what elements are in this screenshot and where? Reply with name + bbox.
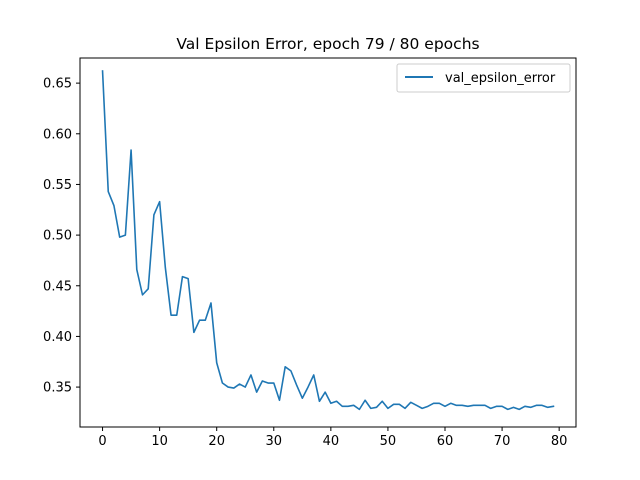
x-tick-label: 50: [380, 434, 397, 449]
chart-title: Val Epsilon Error, epoch 79 / 80 epochs: [176, 35, 479, 53]
x-tick-label: 20: [208, 434, 225, 449]
legend-label: val_epsilon_error: [445, 71, 556, 86]
x-tick-label: 10: [151, 434, 168, 449]
y-tick-label: 0.45: [43, 279, 72, 294]
legend: val_epsilon_error: [396, 63, 571, 93]
y-tick-label: 0.60: [43, 127, 72, 142]
y-tick-label: 0.65: [43, 77, 72, 92]
y-tick-label: 0.40: [43, 330, 72, 345]
series-layer: [101, 70, 555, 411]
y-tick-label: 0.35: [43, 381, 72, 396]
legend-box: [396, 63, 571, 93]
x-tick-label: 70: [494, 434, 511, 449]
y-tick-label: 0.50: [43, 229, 72, 244]
y-tick-label: 0.55: [43, 178, 72, 193]
plot-frame: [79, 57, 577, 428]
x-tick-label: 80: [551, 434, 568, 449]
x-tick-label: 30: [266, 434, 283, 449]
x-tick-label: 40: [323, 434, 340, 449]
x-tick-label: 60: [437, 434, 454, 449]
x-tick-label: 0: [98, 434, 106, 449]
axis-ticks: 0 10 20 30 40 50 60 70 80 0.35 0.40 0.45 0.50 0.55 0.6…: [43, 77, 567, 449]
series-line-val_epsilon_error: [101, 70, 555, 411]
